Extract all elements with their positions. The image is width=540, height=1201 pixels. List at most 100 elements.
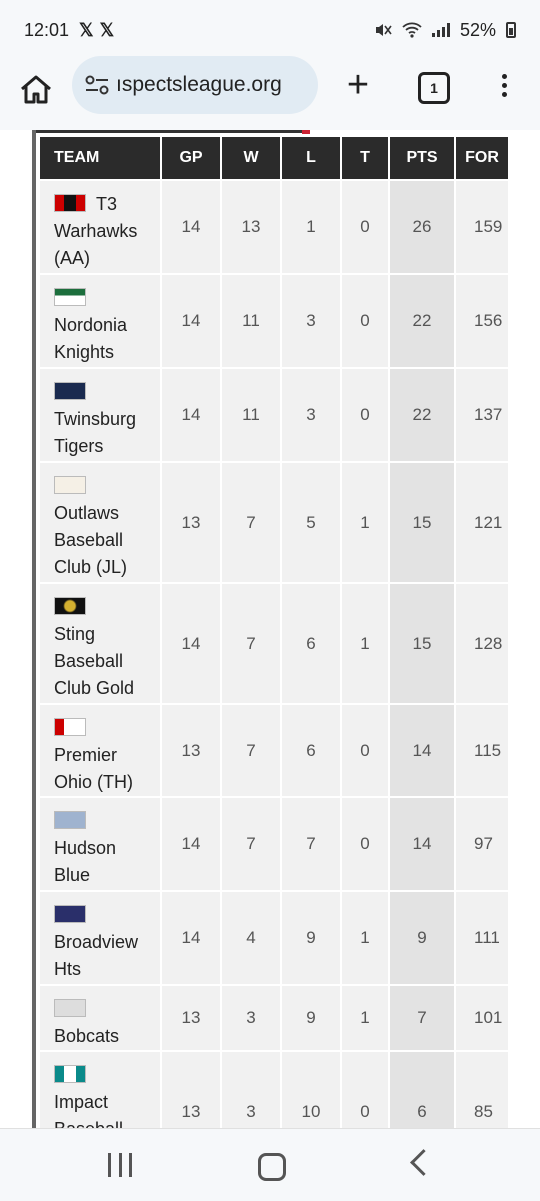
header-divider xyxy=(36,130,302,133)
back-icon[interactable] xyxy=(410,1149,437,1176)
for-cell: 121 xyxy=(456,463,508,582)
team-name[interactable]: Twinsburg Tigers xyxy=(54,409,137,456)
w-cell: 11 xyxy=(222,369,280,461)
pts-cell: 14 xyxy=(390,798,454,890)
team-logo xyxy=(54,597,86,616)
table-row: Bobcats 13 3 9 1 7 101 xyxy=(40,986,508,1050)
w-cell: 7 xyxy=(222,798,280,890)
team-cell[interactable]: Hudson Blue xyxy=(40,798,160,890)
pts-cell: 14 xyxy=(390,705,454,796)
col-header-l[interactable]: L xyxy=(282,137,340,179)
standings-table: TEAM GP W L T PTS FOR T3 Warhawks (AA) 1… xyxy=(38,135,510,1128)
status-time: 12:01 xyxy=(24,19,70,40)
t-cell: 0 xyxy=(342,798,388,890)
t-cell: 0 xyxy=(342,275,388,367)
team-logo xyxy=(54,476,86,495)
l-cell: 6 xyxy=(282,705,340,796)
team-name[interactable]: Outlaws Baseball Club (JL) xyxy=(54,503,128,577)
w-cell: 7 xyxy=(222,705,280,796)
team-cell[interactable]: Nordonia Knights xyxy=(40,275,160,367)
wifi-icon xyxy=(402,22,422,38)
table-row: Twinsburg Tigers 14 11 3 0 22 137 xyxy=(40,369,508,461)
home-nav-icon[interactable] xyxy=(258,1153,286,1181)
team-name[interactable]: Nordonia Knights xyxy=(54,315,128,362)
l-cell: 9 xyxy=(282,892,340,984)
address-bar[interactable]: ıspectsleague.org xyxy=(72,56,318,114)
col-header-t[interactable]: T xyxy=(342,137,388,179)
l-cell: 3 xyxy=(282,275,340,367)
gp-cell: 14 xyxy=(162,369,220,461)
new-tab-button[interactable]: + xyxy=(346,64,370,106)
t-cell: 1 xyxy=(342,986,388,1050)
w-cell: 3 xyxy=(222,1052,280,1128)
team-name[interactable]: T3 Warhawks (AA) xyxy=(54,194,138,268)
team-name[interactable]: Sting Baseball Club Gold xyxy=(54,624,135,698)
team-cell[interactable]: Bobcats xyxy=(40,986,160,1050)
gp-cell: 14 xyxy=(162,798,220,890)
team-name[interactable]: Bobcats xyxy=(54,1026,120,1046)
team-cell[interactable]: Outlaws Baseball Club (JL) xyxy=(40,463,160,582)
team-cell[interactable]: Twinsburg Tigers xyxy=(40,369,160,461)
gp-cell: 14 xyxy=(162,181,220,273)
site-settings-icon[interactable] xyxy=(84,74,110,96)
team-logo xyxy=(54,288,86,307)
col-header-w[interactable]: W xyxy=(222,137,280,179)
col-header-pts[interactable]: PTS xyxy=(390,137,454,179)
l-cell: 6 xyxy=(282,584,340,703)
pts-cell: 9 xyxy=(390,892,454,984)
x-app-icon: 𝕏 xyxy=(79,19,94,40)
team-name[interactable]: Hudson Blue xyxy=(54,838,117,885)
gp-cell: 13 xyxy=(162,986,220,1050)
recent-apps-icon[interactable] xyxy=(108,1153,132,1177)
for-cell: 156 xyxy=(456,275,508,367)
col-header-gp[interactable]: GP xyxy=(162,137,220,179)
t-cell: 1 xyxy=(342,463,388,582)
team-cell[interactable]: Premier Ohio (TH) xyxy=(40,705,160,796)
tab-switcher-button[interactable]: 1 xyxy=(418,72,450,104)
pts-cell: 6 xyxy=(390,1052,454,1128)
header-accent xyxy=(302,130,310,134)
pts-cell: 15 xyxy=(390,584,454,703)
team-cell[interactable]: Broadview Hts xyxy=(40,892,160,984)
table-row: Broadview Hts 14 4 9 1 9 111 xyxy=(40,892,508,984)
table-row: Nordonia Knights 14 11 3 0 22 156 xyxy=(40,275,508,367)
l-cell: 7 xyxy=(282,798,340,890)
gp-cell: 13 xyxy=(162,463,220,582)
team-cell[interactable]: T3 Warhawks (AA) xyxy=(40,181,160,273)
signal-icon xyxy=(431,23,450,37)
gp-cell: 14 xyxy=(162,275,220,367)
w-cell: 11 xyxy=(222,275,280,367)
team-name[interactable]: Impact Baseball xyxy=(54,1092,123,1128)
t-cell: 0 xyxy=(342,1052,388,1128)
team-logo xyxy=(54,382,86,401)
l-cell: 3 xyxy=(282,369,340,461)
gp-cell: 13 xyxy=(162,705,220,796)
pts-cell: 7 xyxy=(390,986,454,1050)
for-cell: 101 xyxy=(456,986,508,1050)
col-header-team[interactable]: TEAM xyxy=(40,137,160,179)
l-cell: 1 xyxy=(282,181,340,273)
t-cell: 1 xyxy=(342,892,388,984)
table-row: T3 Warhawks (AA) 14 13 1 0 26 159 xyxy=(40,181,508,273)
team-name[interactable]: Premier Ohio (TH) xyxy=(54,745,134,792)
for-cell: 85 xyxy=(456,1052,508,1128)
team-name[interactable]: Broadview Hts xyxy=(54,932,139,979)
table-header-row: TEAM GP W L T PTS FOR xyxy=(40,137,508,179)
col-header-for[interactable]: FOR xyxy=(456,137,508,179)
team-logo xyxy=(54,811,86,830)
team-logo xyxy=(54,718,86,737)
home-icon[interactable] xyxy=(18,72,54,108)
for-cell: 115 xyxy=(456,705,508,796)
page-left-border xyxy=(32,130,36,1128)
w-cell: 7 xyxy=(222,584,280,703)
l-cell: 5 xyxy=(282,463,340,582)
url-text[interactable]: ıspectsleague.org xyxy=(116,73,282,96)
for-cell: 111 xyxy=(456,892,508,984)
more-menu-icon[interactable] xyxy=(494,70,514,104)
team-logo xyxy=(54,194,86,213)
mute-icon xyxy=(375,24,392,36)
team-cell[interactable]: Impact Baseball xyxy=(40,1052,160,1128)
team-cell[interactable]: Sting Baseball Club Gold xyxy=(40,584,160,703)
status-bar: 12:01 𝕏 𝕏 52% xyxy=(0,0,540,60)
pts-cell: 15 xyxy=(390,463,454,582)
